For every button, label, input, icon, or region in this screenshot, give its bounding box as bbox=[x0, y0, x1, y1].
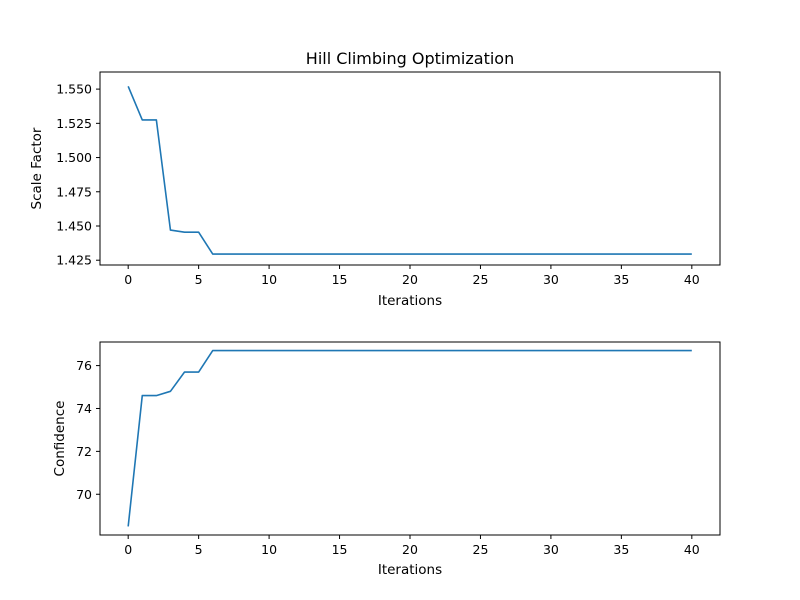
confidence-x-tick-label: 40 bbox=[684, 542, 700, 557]
chart-title: Hill Climbing Optimization bbox=[306, 49, 514, 68]
scale-factor-line bbox=[127, 86, 692, 255]
confidence-x-tick-label: 0 bbox=[124, 542, 132, 557]
scale-factor-x-tick-label: 0 bbox=[124, 272, 132, 287]
scale-factor-y-tick-label: 1.525 bbox=[56, 116, 92, 131]
confidence-subplot: 0 5 10 15 20 25 30 35 40 70 72 74 76 Iterations Conf… bbox=[52, 341, 721, 578]
scale-factor-x-tick-label: 20 bbox=[402, 272, 418, 287]
scale-factor-x-tick-label: 25 bbox=[473, 272, 489, 287]
confidence-x-tick-label: 5 bbox=[195, 542, 203, 557]
scale-factor-x-tick-label: 35 bbox=[613, 272, 629, 287]
confidence-axes-frame bbox=[99, 341, 721, 536]
scale-factor-x-tick-label: 30 bbox=[543, 272, 559, 287]
confidence-x-tick-label: 10 bbox=[261, 542, 277, 557]
confidence-ticks: 0 5 10 15 20 25 30 35 40 70 72 74 76 bbox=[76, 358, 700, 557]
scale-factor-x-tick-label: 40 bbox=[684, 272, 700, 287]
confidence-x-tick-label: 25 bbox=[473, 542, 489, 557]
scale-factor-subplot: Hill Climbing Optimization 0 5 10 15 20 25 30 3… bbox=[29, 49, 721, 309]
confidence-y-axis-label: Confidence bbox=[52, 401, 68, 477]
confidence-x-tick-label: 15 bbox=[332, 542, 348, 557]
confidence-x-axis-label: Iterations bbox=[378, 562, 442, 578]
confidence-x-tick-label: 30 bbox=[543, 542, 559, 557]
scale-factor-x-tick-label: 10 bbox=[261, 272, 277, 287]
scale-factor-y-tick-label: 1.550 bbox=[56, 82, 92, 97]
scale-factor-x-axis-label: Iterations bbox=[378, 293, 442, 309]
confidence-x-tick-label: 20 bbox=[402, 542, 418, 557]
scale-factor-y-tick-label: 1.500 bbox=[56, 150, 92, 165]
confidence-line bbox=[127, 349, 692, 527]
scale-factor-x-tick-label: 15 bbox=[332, 272, 348, 287]
confidence-y-tick-label: 76 bbox=[76, 358, 92, 373]
confidence-y-tick-label: 72 bbox=[76, 444, 92, 459]
confidence-y-tick-label: 74 bbox=[76, 401, 92, 416]
confidence-x-tick-label: 35 bbox=[613, 542, 629, 557]
scale-factor-y-axis-label: Scale Factor bbox=[29, 127, 45, 209]
scale-factor-x-tick-label: 5 bbox=[195, 272, 203, 287]
scale-factor-ticks: 0 5 10 15 20 25 30 35 40 1.425 1.450 1.475 1.500 1.52… bbox=[56, 82, 700, 287]
confidence-y-tick-label: 70 bbox=[76, 487, 92, 502]
scale-factor-axes-frame bbox=[99, 71, 721, 266]
scale-factor-y-tick-label: 1.450 bbox=[56, 218, 92, 233]
scale-factor-y-tick-label: 1.475 bbox=[56, 184, 92, 199]
scale-factor-y-tick-label: 1.425 bbox=[56, 253, 92, 268]
